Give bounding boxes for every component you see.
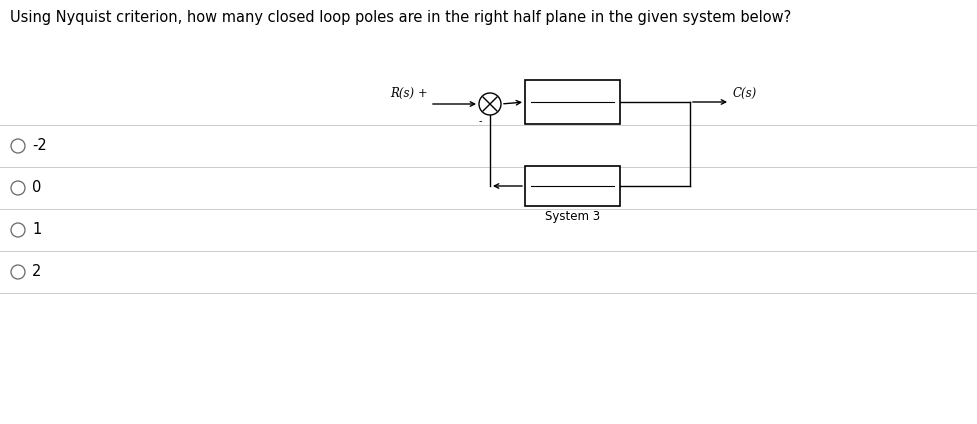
Text: System 3: System 3 — [544, 210, 600, 223]
Bar — [525, 80, 619, 124]
Bar — [525, 166, 619, 206]
Text: -: - — [478, 116, 482, 126]
Text: (s + 4): (s + 4) — [552, 189, 592, 202]
Text: Using Nyquist criterion, how many closed loop poles are in the right half plane : Using Nyquist criterion, how many closed… — [10, 10, 790, 25]
Text: 20: 20 — [565, 86, 579, 99]
Text: -2: -2 — [32, 139, 47, 153]
Text: C(s): C(s) — [732, 87, 756, 100]
Text: s(s + 1): s(s + 1) — [550, 105, 594, 115]
Text: 1: 1 — [32, 223, 41, 237]
Text: 0: 0 — [32, 181, 41, 195]
Text: R(s) +: R(s) + — [390, 87, 428, 100]
Text: 2: 2 — [32, 265, 41, 279]
Text: (s + 3): (s + 3) — [552, 170, 592, 183]
